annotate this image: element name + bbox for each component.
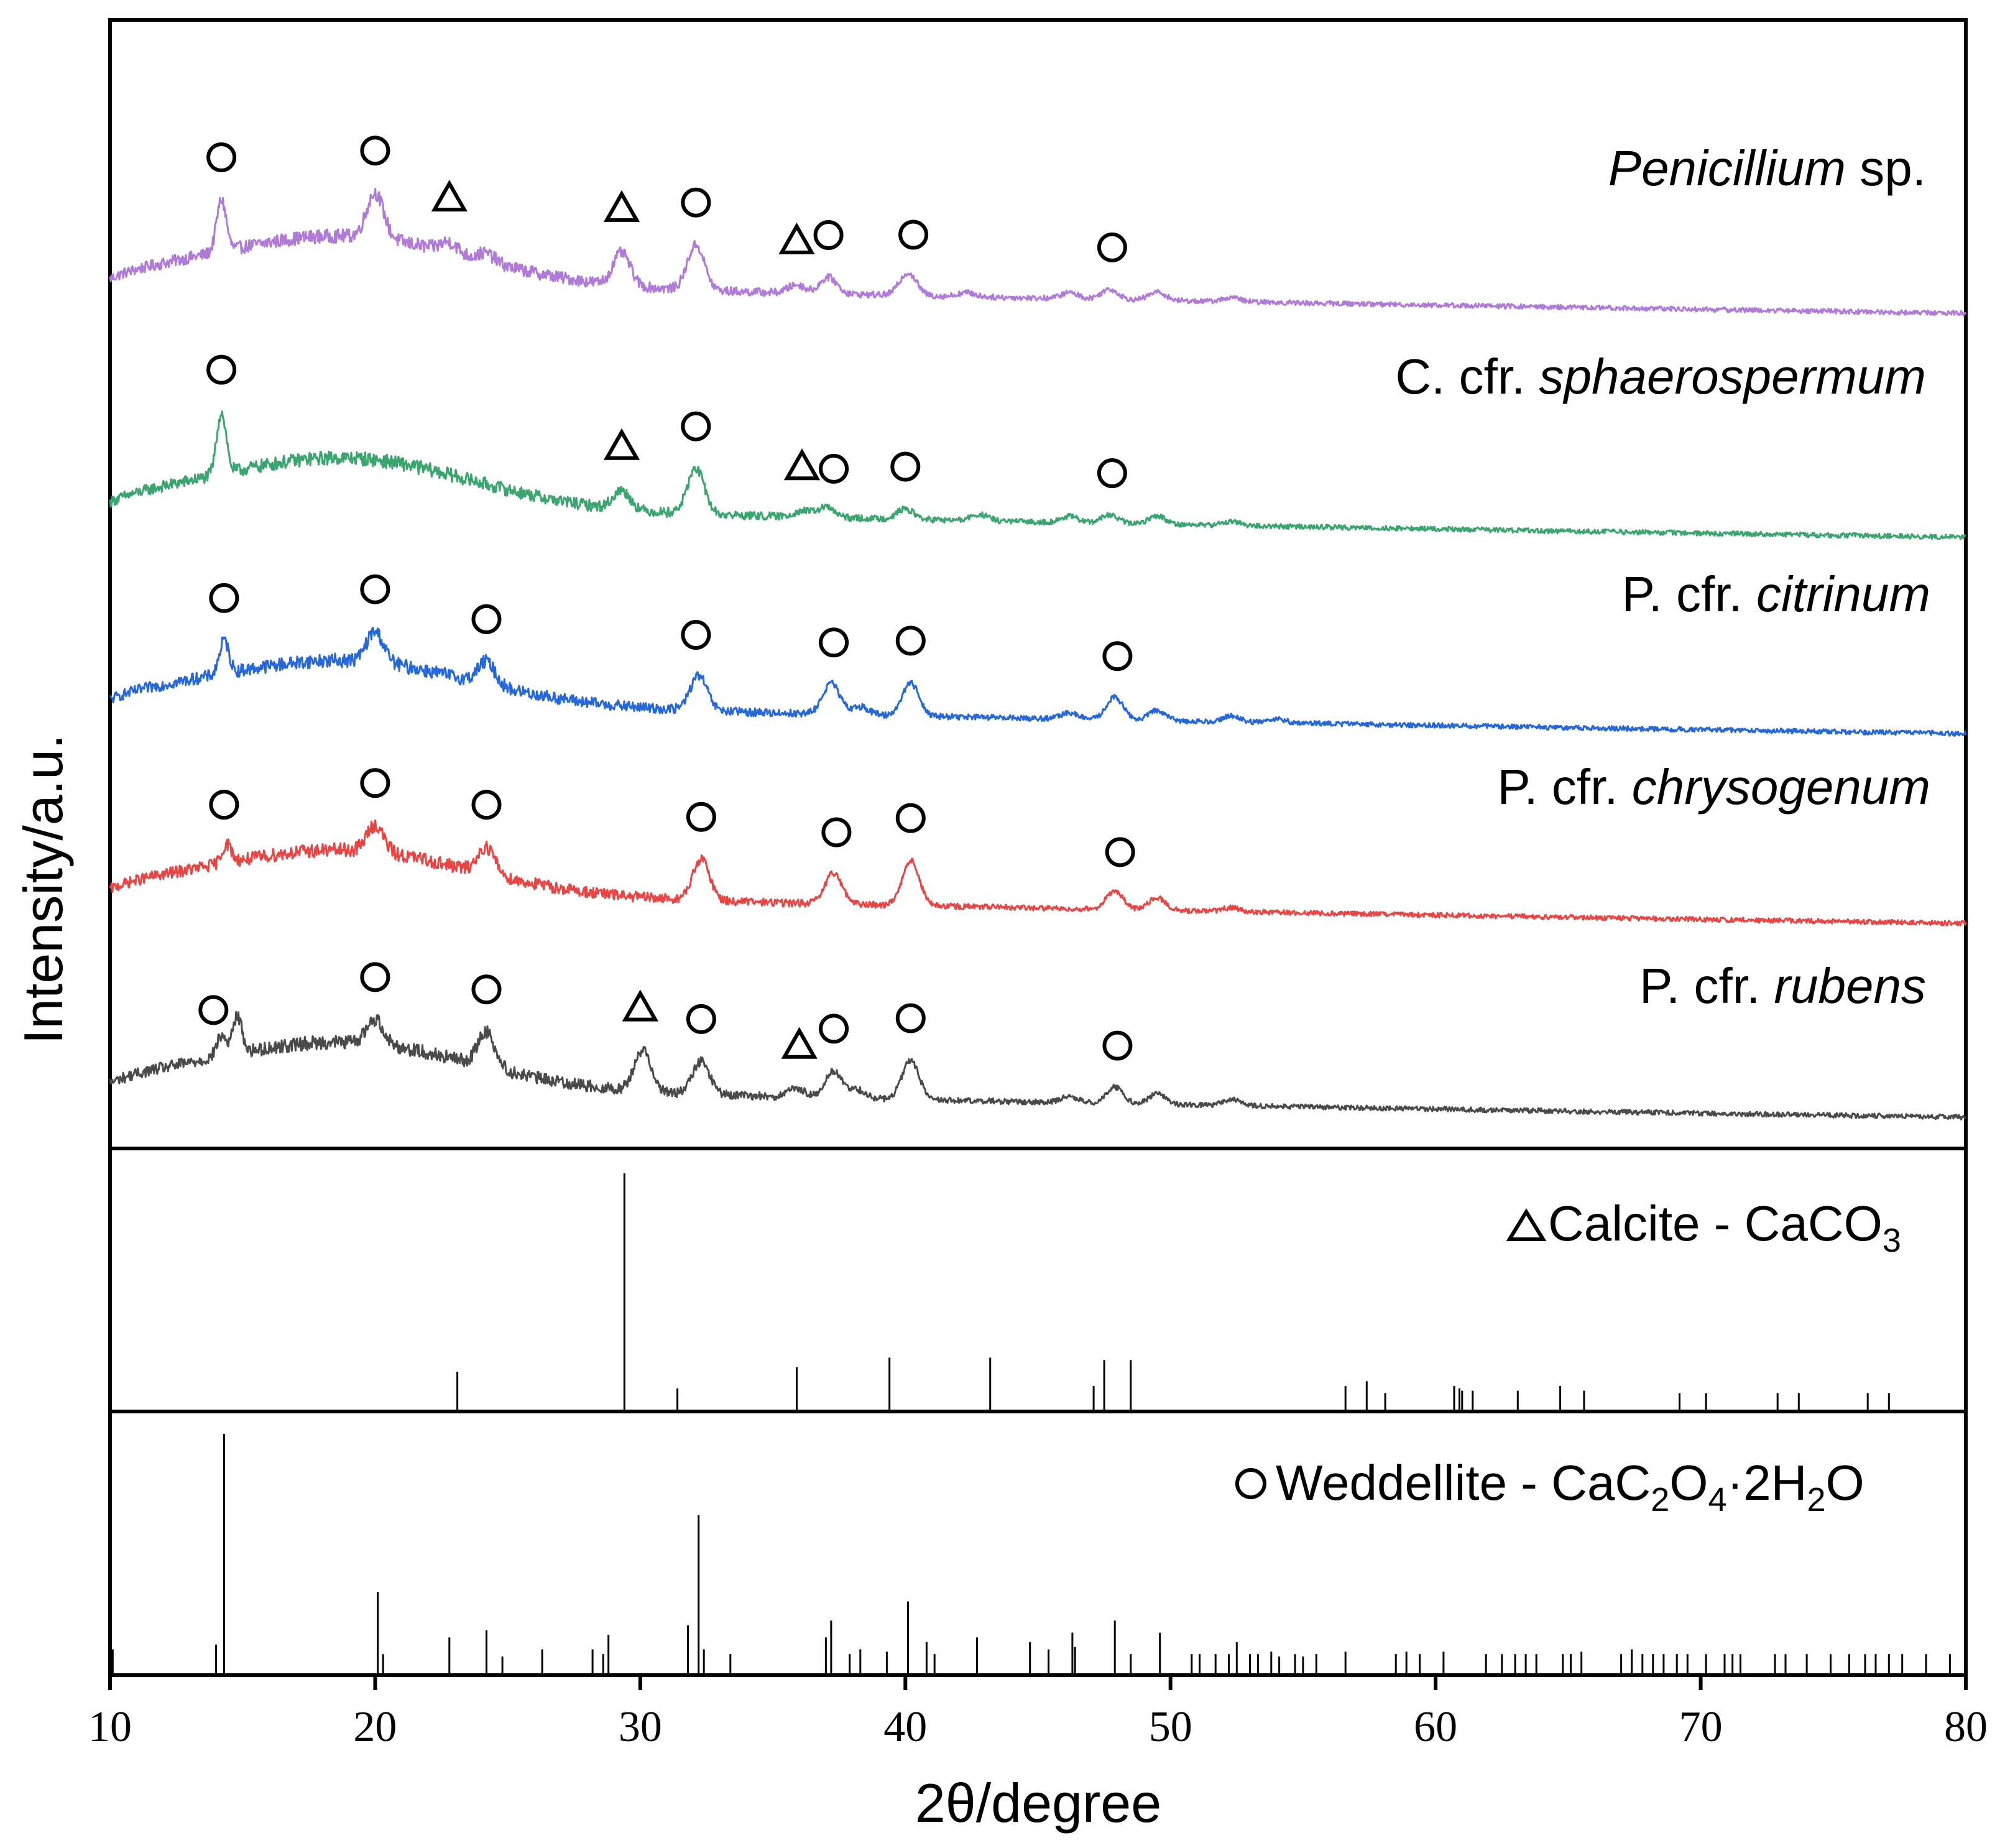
weddellite-marker-circle-icon <box>819 453 849 484</box>
calcite-marker-triangle-icon <box>622 989 659 1022</box>
calcite-marker-triangle-icon <box>778 222 815 254</box>
weddellite-marker-circle-icon <box>360 962 390 992</box>
series-label-rubens: P. cfr. rubens <box>1639 958 1926 1014</box>
x-tick-label: 80 <box>1944 1703 1988 1751</box>
weddellite-marker-circle-icon <box>206 142 237 172</box>
pattern-line-0 <box>109 188 1967 316</box>
x-tick-label: 20 <box>353 1703 397 1751</box>
weddellite-marker-circle-icon <box>895 803 926 833</box>
weddellite-marker-circle-icon <box>360 574 390 604</box>
weddellite-marker-circle-icon <box>686 1004 716 1034</box>
series-label-penicillium: Penicillium sp. <box>1608 141 1926 196</box>
pattern-line-2 <box>109 627 1967 737</box>
weddellite-marker-circle-icon <box>681 187 711 218</box>
weddellite-marker-circle-icon <box>895 1003 926 1033</box>
peak-markers <box>198 136 1135 1061</box>
weddellite-marker-circle-icon <box>360 768 390 798</box>
weddellite-marker-circle-icon <box>198 995 229 1025</box>
x-tick-label: 50 <box>1149 1703 1192 1751</box>
pattern-line-1 <box>109 410 1966 540</box>
weddellite-marker-circle-icon <box>471 604 502 634</box>
weddellite-panel-frame <box>108 1410 1968 1677</box>
x-axis-ticks: 10 20 30 40 50 60 70 80 <box>88 1675 1988 1751</box>
calcite-marker-triangle-icon <box>603 190 640 222</box>
calcite-marker-triangle-icon <box>781 1027 818 1059</box>
pattern-line-3 <box>109 819 1967 926</box>
weddellite-marker-circle-icon <box>1105 837 1135 867</box>
x-tick-label: 30 <box>619 1703 662 1751</box>
calcite-marker-triangle-icon <box>603 428 640 460</box>
pattern-curves <box>109 188 1967 1120</box>
weddellite-legend-label: Weddellite - CaC2O4·2H2O <box>1276 1455 1864 1518</box>
series-label-chrysogenum: P. cfr. chrysogenum <box>1497 759 1930 815</box>
x-tick-label: 10 <box>88 1703 132 1751</box>
y-axis-label: Intensity/a.u. <box>12 734 74 1045</box>
weddellite-marker-circle-icon <box>471 974 502 1005</box>
x-tick-label: 40 <box>883 1703 927 1751</box>
x-tick-label: 60 <box>1414 1703 1457 1751</box>
weddellite-marker-circle-icon <box>819 627 849 658</box>
series-label-sphaerospermum: C. cfr. sphaerospermum <box>1395 349 1926 404</box>
weddellite-marker-circle-icon <box>1102 1030 1133 1061</box>
weddellite-marker-circle-icon <box>819 1014 849 1044</box>
weddellite-marker-circle-icon <box>895 626 926 656</box>
weddellite-marker-circle-icon <box>681 620 711 650</box>
weddellite-marker-circle-icon <box>209 583 239 613</box>
x-tick-label: 70 <box>1679 1703 1723 1751</box>
weddellite-marker-circle-icon <box>360 136 390 166</box>
calcite-marker-triangle-icon <box>783 448 821 481</box>
weddellite-marker-circle-icon <box>1102 641 1133 672</box>
weddellite-marker-circle-icon <box>821 817 852 848</box>
calcite-marker-triangle-icon <box>431 180 468 212</box>
weddellite-marker-circle-icon <box>890 451 921 482</box>
x-axis-label: 2θ/degree <box>915 1772 1161 1834</box>
weddellite-marker-circle-icon <box>813 220 844 250</box>
weddellite-marker-circle-icon <box>1097 458 1127 488</box>
weddellite-marker-circle-icon <box>209 790 239 820</box>
calcite-legend-triangle-icon <box>1506 1208 1547 1241</box>
calcite-panel-frame <box>108 1147 1968 1413</box>
weddellite-marker-circle-icon <box>471 790 502 820</box>
weddellite-marker-circle-icon <box>206 354 237 385</box>
reference-reflections <box>111 1173 1951 1673</box>
weddellite-marker-circle-icon <box>898 219 929 250</box>
pattern-line-4 <box>109 1011 1967 1120</box>
weddellite-marker-circle-icon <box>1097 232 1127 262</box>
weddellite-marker-circle-icon <box>681 411 711 441</box>
series-label-citrinum: P. cfr. citrinum <box>1622 566 1930 622</box>
weddellite-legend-circle-icon <box>1235 1468 1266 1499</box>
weddellite-marker-circle-icon <box>686 802 716 832</box>
calcite-legend-label: Calcite - CaCO3 <box>1548 1196 1901 1259</box>
